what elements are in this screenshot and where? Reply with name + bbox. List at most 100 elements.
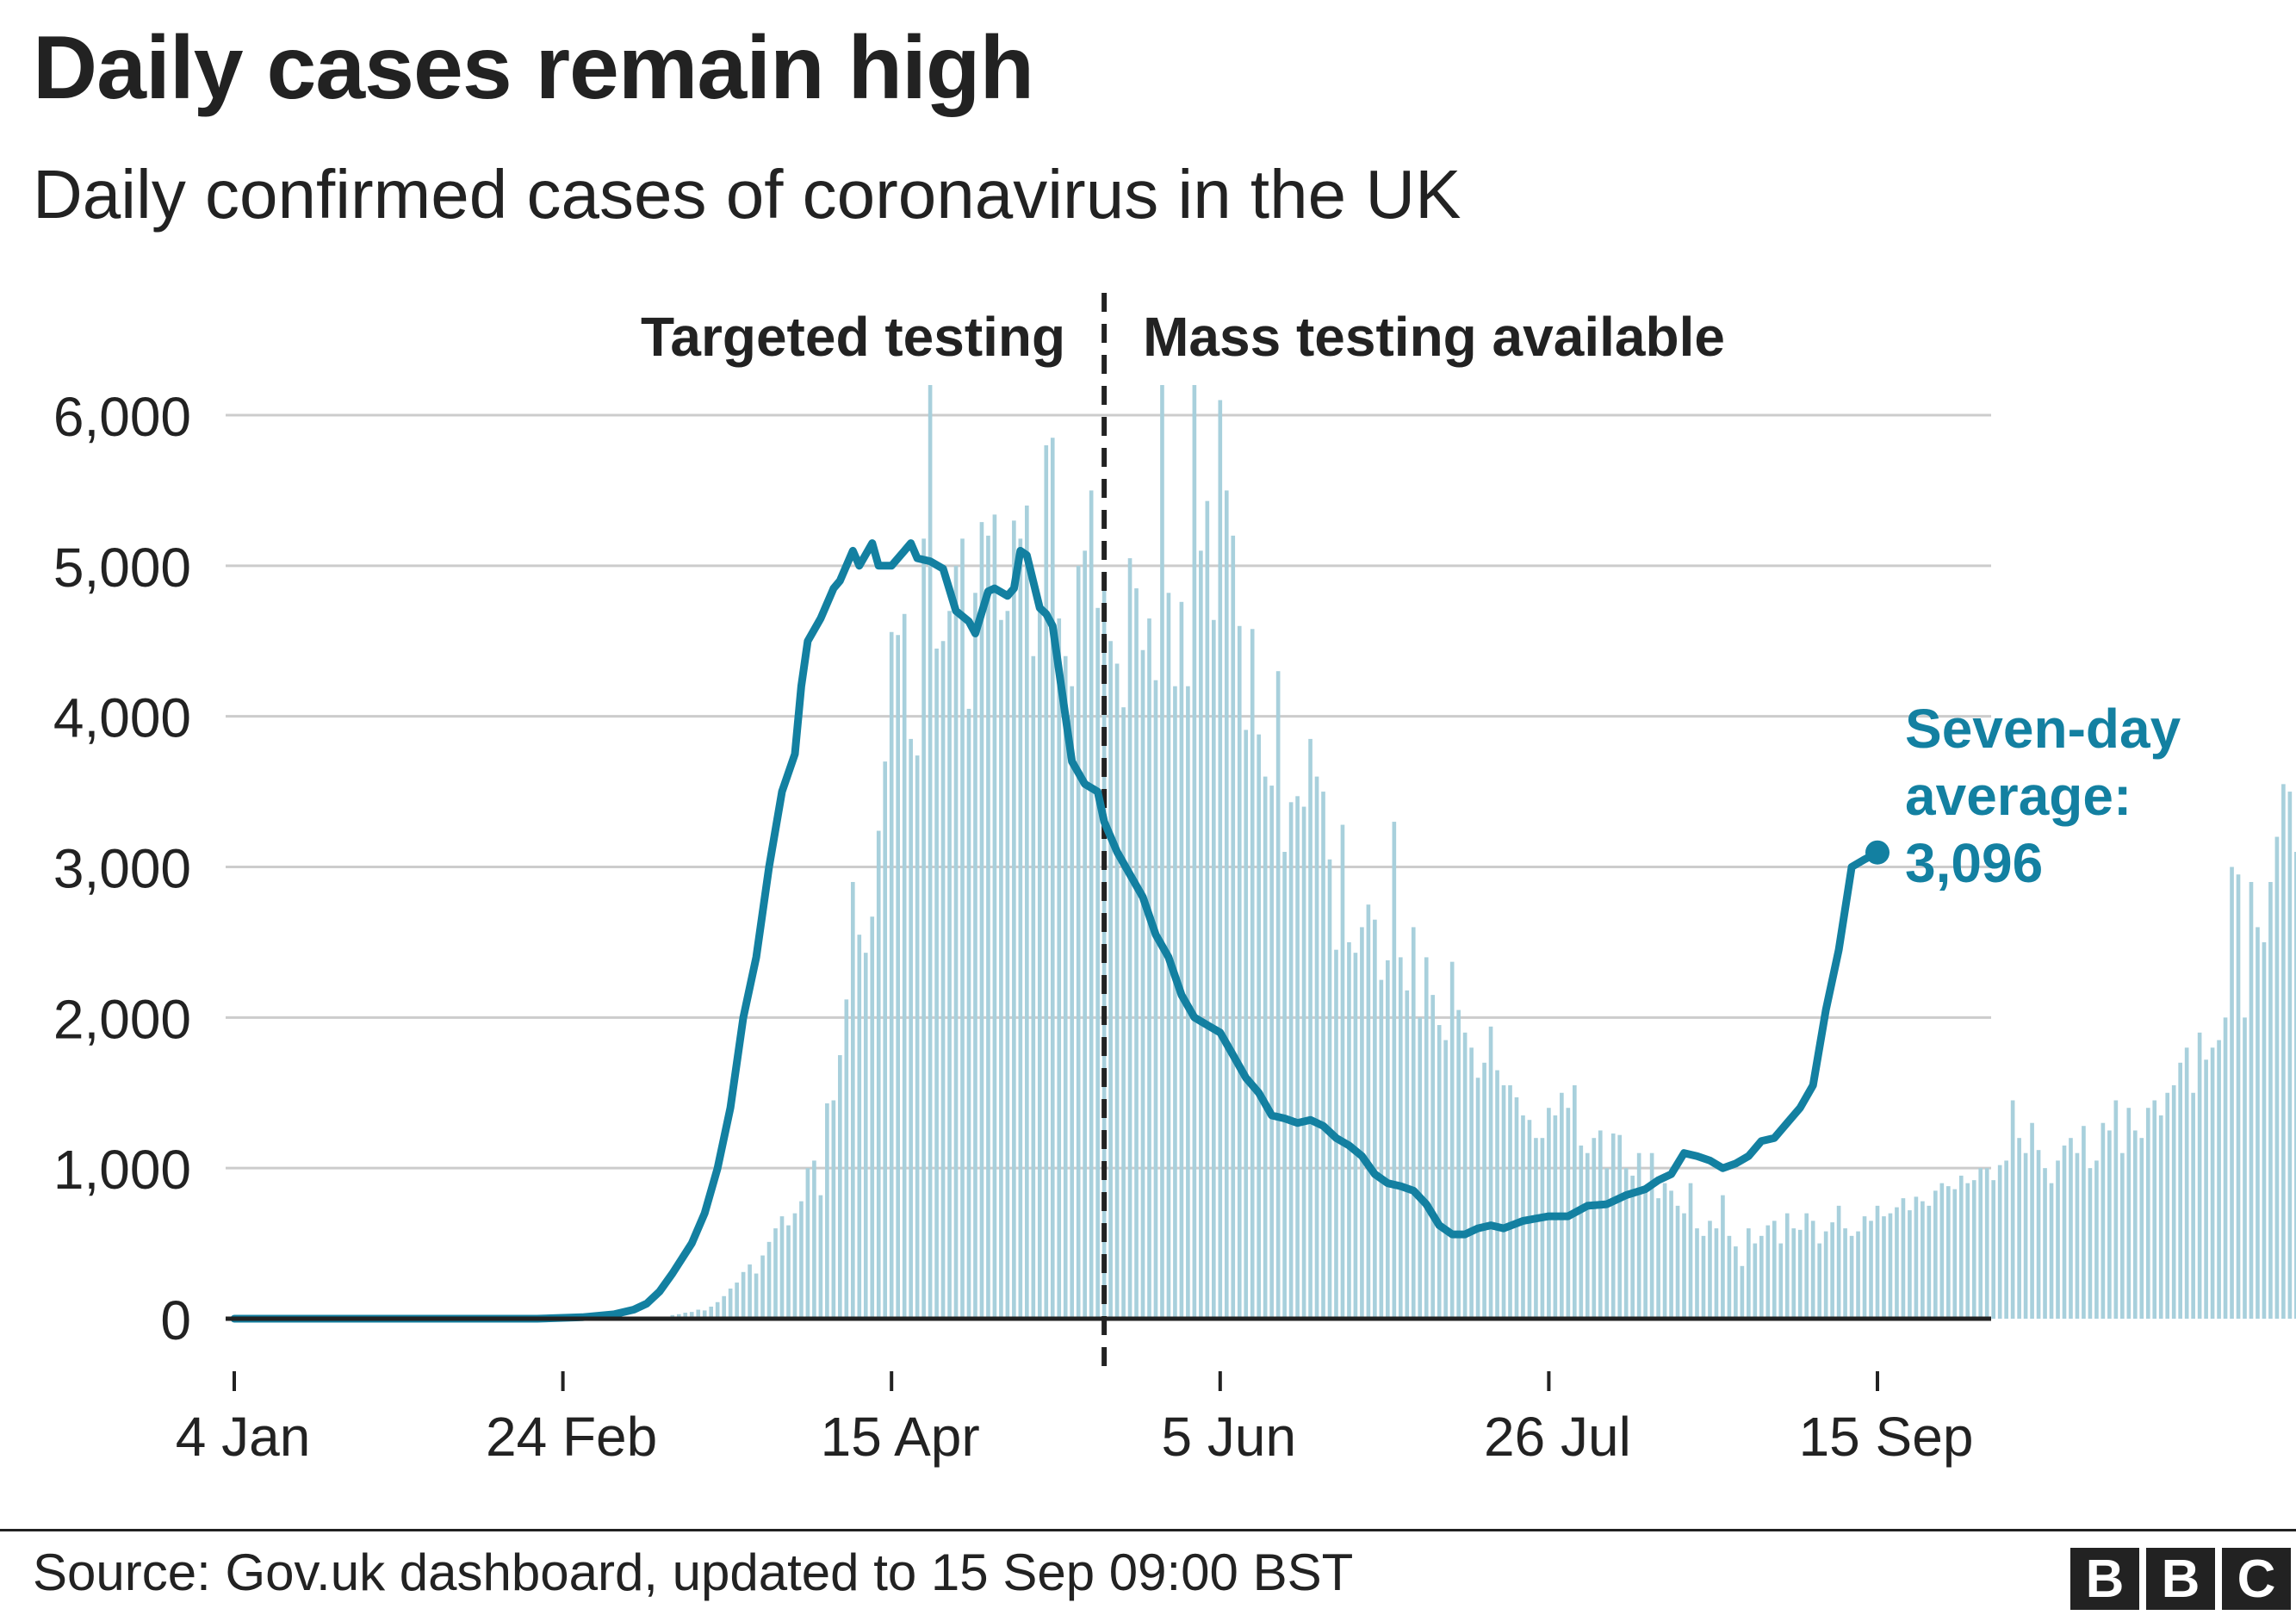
case-bar xyxy=(1250,629,1255,1319)
case-bar xyxy=(2171,1085,2176,1319)
case-bar xyxy=(1037,605,1042,1319)
seven-day-average-line xyxy=(230,539,1882,1323)
case-bar xyxy=(1475,1078,1480,1319)
case-bar xyxy=(1386,960,1390,1319)
case-bar xyxy=(1083,550,1087,1319)
case-bar xyxy=(2004,1160,2008,1319)
case-bar xyxy=(2113,1100,2119,1319)
logo-letter-b2: B xyxy=(2146,1548,2215,1610)
seven-day-average-path xyxy=(230,539,1882,1323)
case-bar xyxy=(1482,1062,1486,1319)
y-tick-label: 6,000 xyxy=(53,386,191,448)
case-bar xyxy=(2017,1138,2021,1319)
case-bar xyxy=(1366,904,1371,1319)
case-bar xyxy=(1849,1235,1854,1319)
y-tick-label: 3,000 xyxy=(53,838,191,900)
case-bar xyxy=(1160,385,1164,1319)
x-tick-label: 5 Jun xyxy=(1162,1406,1297,1468)
case-bar xyxy=(715,1301,720,1319)
case-bar xyxy=(1830,1222,1834,1319)
case-bar xyxy=(1643,1190,1648,1319)
case-bar xyxy=(1945,1186,1951,1319)
case-bar xyxy=(2243,1017,2247,1319)
case-bar xyxy=(1121,707,1126,1319)
y-tick-label: 1,000 xyxy=(53,1139,191,1201)
case-bar xyxy=(2132,1130,2138,1319)
case-bar xyxy=(722,1295,726,1319)
case-bar xyxy=(1360,927,1364,1319)
case-bar xyxy=(2082,1126,2086,1319)
case-bar xyxy=(1218,400,1223,1320)
case-bar xyxy=(1882,1216,1886,1319)
y-tick-label: 4,000 xyxy=(53,687,191,749)
x-tick-label: 24 Feb xyxy=(486,1406,657,1468)
case-bar xyxy=(1772,1221,1777,1319)
case-bar xyxy=(1114,663,1120,1319)
case-bar xyxy=(1836,1205,1841,1319)
case-bar xyxy=(2262,941,2267,1319)
case-bar xyxy=(1282,852,1287,1319)
case-bar xyxy=(1734,1246,1738,1319)
case-bar xyxy=(1714,1228,1719,1319)
case-bar xyxy=(979,522,984,1319)
case-bar xyxy=(1869,1221,1873,1319)
case-bar xyxy=(1701,1235,1706,1319)
latest-average-marker xyxy=(1865,840,1890,865)
case-bar xyxy=(953,565,959,1319)
case-bar xyxy=(2075,1152,2080,1319)
x-tick-label: 4 Jan xyxy=(176,1406,311,1468)
case-bar xyxy=(1340,824,1345,1319)
case-bar xyxy=(1630,1175,1635,1319)
case-bar xyxy=(766,1241,772,1319)
case-bar xyxy=(1984,1168,1989,1319)
case-bar xyxy=(863,953,868,1319)
case-bar xyxy=(1314,776,1319,1319)
case-bar xyxy=(1488,1026,1493,1319)
case-bar xyxy=(1347,941,1351,1319)
case-bar xyxy=(1076,565,1081,1319)
case-bar xyxy=(1089,490,1094,1319)
case-bar xyxy=(2230,867,2234,1319)
case-bar xyxy=(2107,1130,2112,1319)
case-bar xyxy=(1695,1228,1699,1319)
case-bar xyxy=(1958,1175,1964,1319)
y-tick-label: 0 xyxy=(160,1289,191,1351)
case-bar xyxy=(2088,1168,2093,1319)
case-bar xyxy=(1585,1152,1590,1319)
case-bar xyxy=(1405,990,1410,1319)
case-bar xyxy=(735,1283,739,1319)
case-bar xyxy=(1540,1138,1545,1319)
case-bar xyxy=(2043,1168,2047,1319)
case-bar xyxy=(2062,1145,2067,1319)
case-bar xyxy=(1411,927,1416,1319)
y-axis-tick-labels: 0 1,000 2,000 3,000 4,000 5,000 6,000 xyxy=(53,386,191,1351)
case-bar xyxy=(1810,1221,1815,1319)
case-bar xyxy=(909,738,913,1319)
case-bar xyxy=(741,1271,746,1319)
case-bar xyxy=(831,1100,836,1319)
case-bar xyxy=(940,641,946,1319)
chart-title: Daily cases remain high xyxy=(33,18,1034,118)
case-bar xyxy=(1244,730,1249,1319)
case-bar xyxy=(2010,1100,2015,1319)
case-bar xyxy=(805,1168,810,1319)
case-bar xyxy=(1057,618,1062,1319)
case-bar xyxy=(2236,874,2241,1319)
case-bar xyxy=(1598,1130,1603,1319)
case-bar xyxy=(1669,1190,1673,1319)
case-bar xyxy=(2158,1115,2163,1319)
case-bar xyxy=(947,611,952,1319)
case-bar xyxy=(2281,784,2286,1319)
case-bar xyxy=(1514,1096,1519,1319)
case-bar xyxy=(1508,1085,1512,1319)
case-bar xyxy=(1636,1152,1641,1319)
case-bar xyxy=(1153,680,1158,1319)
case-bar xyxy=(1063,655,1068,1319)
case-bar xyxy=(1205,500,1210,1319)
case-bar xyxy=(2145,1108,2150,1319)
case-bar xyxy=(2101,1122,2106,1319)
region-label-mass: Mass testing available xyxy=(1143,306,1725,368)
case-bar xyxy=(1579,1145,1584,1319)
case-bar xyxy=(2191,1092,2195,1319)
